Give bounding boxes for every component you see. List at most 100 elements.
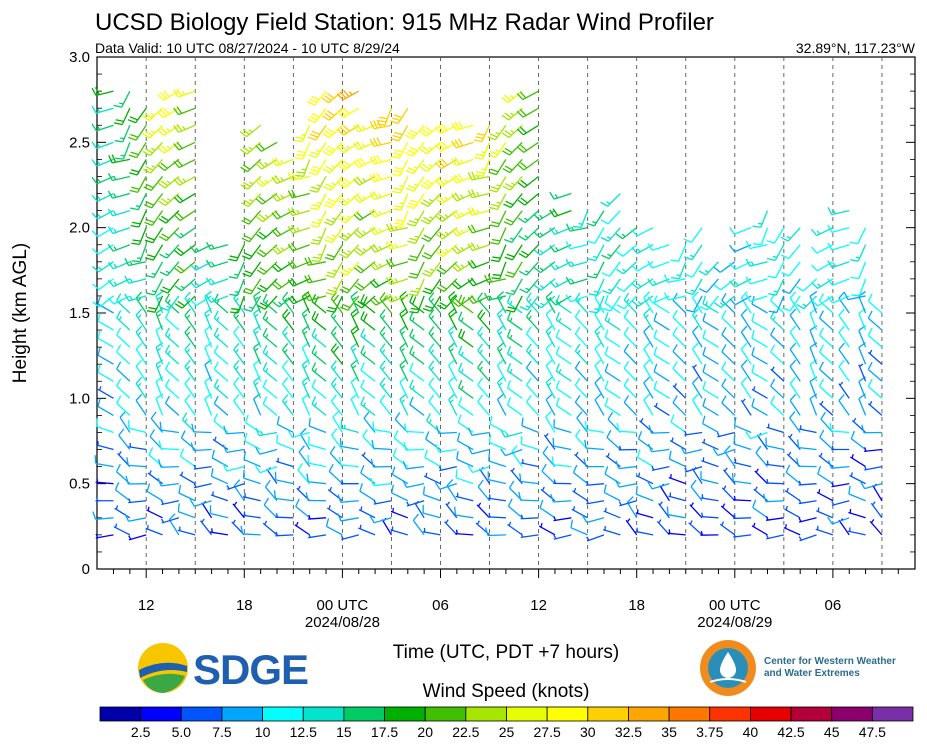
barb-full-flag <box>668 450 672 460</box>
barb-full-flag <box>399 325 407 332</box>
barb-half-flag <box>855 256 860 259</box>
x-tick-label: 06 <box>825 597 842 614</box>
barb-full-flag <box>770 327 776 336</box>
barb-half-flag <box>280 177 284 182</box>
barb-staff <box>398 142 409 159</box>
barb-staff <box>472 465 490 474</box>
wind-barb <box>306 90 327 106</box>
barb-half-flag <box>341 479 344 484</box>
barb-full-flag <box>128 136 137 141</box>
barb-full-flag <box>135 393 143 401</box>
barb-full-flag <box>160 109 168 117</box>
barb-full-flag <box>340 162 348 169</box>
wind-barb <box>145 524 163 536</box>
barb-full-flag <box>467 172 473 181</box>
barb-staff <box>166 244 180 259</box>
wind-barb <box>409 311 425 331</box>
barb-half-flag <box>303 313 308 318</box>
barb-full-flag <box>470 295 477 303</box>
wind-barb <box>552 437 572 451</box>
barb-staff <box>477 401 491 416</box>
barb-full-flag <box>181 412 188 421</box>
barb-staff <box>775 261 785 279</box>
barb-staff <box>520 499 539 502</box>
barb-staff <box>360 369 376 382</box>
barb-staff <box>802 278 817 292</box>
barb-full-flag <box>97 398 101 407</box>
wind-barb <box>827 224 850 233</box>
barb-full-flag <box>290 260 297 268</box>
barb-staff <box>831 430 850 434</box>
wind-barb <box>222 444 245 453</box>
wind-barb <box>488 434 507 451</box>
barb-staff <box>643 399 654 416</box>
barb-full-flag <box>647 296 654 304</box>
barb-full-flag <box>360 311 365 320</box>
barb-half-flag <box>331 165 336 169</box>
barb-full-flag <box>549 209 555 218</box>
wind-barb <box>369 154 392 165</box>
barb-full-flag <box>372 297 380 304</box>
barb-staff <box>414 502 425 519</box>
wind-barb <box>752 499 768 519</box>
barb-staff <box>593 210 605 227</box>
wind-barb <box>765 460 784 468</box>
barb-staff <box>586 500 605 505</box>
barb-full-flag <box>163 90 170 98</box>
barb-full-flag <box>287 261 294 269</box>
barb-half-flag <box>555 282 559 287</box>
barb-full-flag <box>243 451 247 460</box>
wind-barb <box>848 485 866 502</box>
barb-full-flag <box>460 296 466 305</box>
barb-staff <box>253 398 262 416</box>
wind-barb <box>751 386 768 399</box>
wind-barb <box>594 291 605 314</box>
barb-full-flag <box>135 342 143 350</box>
barb-half-flag <box>401 365 406 369</box>
barb-half-flag <box>186 297 191 302</box>
wind-barb <box>594 359 605 382</box>
barb-staff <box>526 401 540 416</box>
barb-half-flag <box>798 517 802 522</box>
barb-full-flag <box>389 222 395 231</box>
barb-staff <box>770 385 785 399</box>
barb-full-flag <box>435 144 442 152</box>
wind-barb <box>798 517 817 523</box>
barb-staff <box>184 314 196 331</box>
barb-full-flag <box>446 479 454 487</box>
barb-half-flag <box>690 289 696 293</box>
barb-full-flag <box>545 410 552 418</box>
barb-staff <box>672 333 687 348</box>
barb-half-flag <box>394 243 398 248</box>
wind-barb <box>451 120 474 131</box>
wind-barb <box>173 88 196 98</box>
wind-barb <box>409 294 425 314</box>
barb-full-flag <box>119 410 127 418</box>
barb-full-flag <box>91 212 99 220</box>
barb-half-flag <box>753 386 756 391</box>
wind-barb <box>435 175 458 187</box>
barb-half-flag <box>640 418 644 423</box>
barb-staff <box>643 365 654 382</box>
barb-half-flag <box>689 254 695 258</box>
wind-barb <box>91 123 114 132</box>
barb-full-flag <box>176 212 184 219</box>
wind-barb <box>550 493 572 503</box>
barb-full-flag <box>731 472 734 482</box>
wind-barb <box>745 258 768 267</box>
barb-full-flag <box>785 464 791 473</box>
wind-barb <box>200 518 213 536</box>
barb-full-flag <box>394 412 401 420</box>
wind-barb <box>455 469 474 485</box>
wind-barb <box>604 329 621 348</box>
barb-full-flag <box>471 171 476 180</box>
barb-staff <box>179 210 196 221</box>
wind-barb <box>340 479 359 485</box>
wind-barb <box>146 483 163 502</box>
barb-staff <box>253 364 262 382</box>
barb-full-flag <box>312 165 321 170</box>
barb-full-flag <box>643 376 651 384</box>
barb-full-flag <box>733 435 736 445</box>
colorbar-title: Wind Speed (knots) <box>423 681 590 702</box>
barb-staff <box>178 124 196 133</box>
